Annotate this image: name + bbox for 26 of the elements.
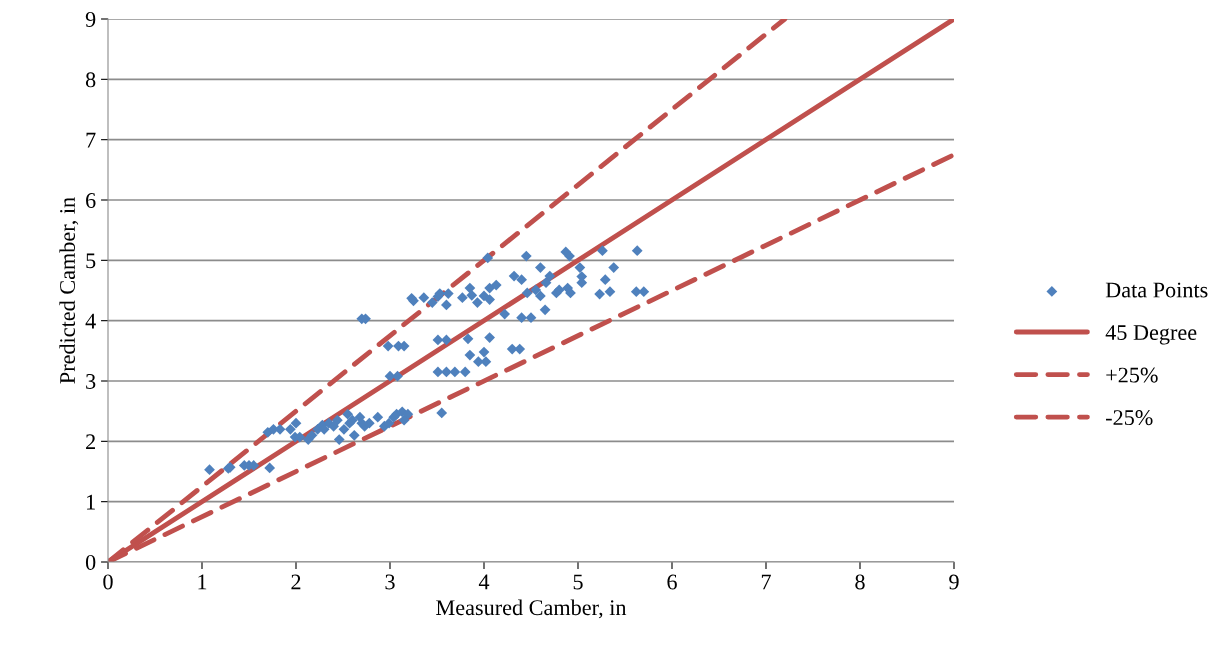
y-tick-label: 9 [85, 11, 96, 27]
legend-label: 45 Degree [1105, 325, 1197, 345]
x-axis-title: Measured Camber, in [436, 599, 627, 619]
y-tick-label: 4 [85, 313, 96, 329]
x-tick-label: 6 [667, 574, 677, 590]
x-tick-label: 8 [855, 574, 865, 590]
y-tick-label: 3 [86, 373, 96, 389]
y-tick-label: 0 [85, 554, 96, 570]
legend-label: Data Points [1105, 282, 1208, 298]
legend-label: +25% [1106, 367, 1158, 383]
x-tick-label: 3 [385, 574, 395, 590]
x-tick-label: 5 [573, 574, 583, 590]
y-axis-title: Predicted Camber, in [59, 197, 79, 384]
x-tick-label: 7 [761, 574, 771, 590]
x-tick-label: 4 [478, 574, 490, 590]
y-tick-label: 8 [85, 72, 96, 88]
y-tick-label: 1 [87, 494, 95, 510]
y-tick-label: 6 [86, 192, 96, 208]
y-tick-label: 7 [86, 132, 96, 148]
legend-label: -25% [1106, 410, 1153, 426]
x-tick-label: 0 [103, 574, 113, 590]
y-tick-label: 2 [86, 434, 95, 450]
x-tick-label: 9 [949, 574, 959, 590]
y-tick-label: 5 [86, 253, 96, 269]
x-tick-label: 1 [198, 574, 207, 590]
x-tick-label: 2 [291, 574, 301, 590]
